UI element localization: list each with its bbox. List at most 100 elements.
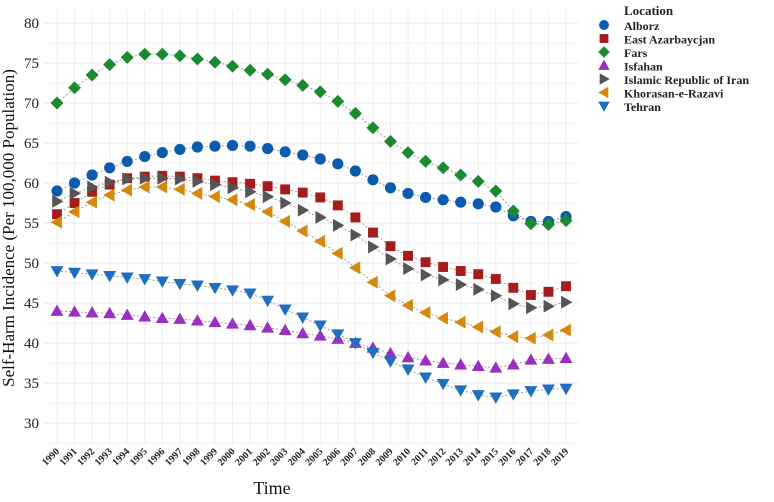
x-tick-label: 2003	[268, 446, 290, 468]
data-point	[332, 218, 345, 232]
data-point	[50, 266, 64, 278]
x-axis-ticks: 1990199119921993199419951996199719981999…	[40, 446, 571, 468]
data-point	[68, 205, 80, 219]
x-tick-label: 2010	[391, 446, 413, 468]
data-point	[489, 392, 503, 404]
x-tick-label: 1999	[198, 446, 220, 468]
legend-label: Islamic Republic of Iran	[624, 73, 749, 87]
data-point	[173, 182, 185, 196]
data-point	[348, 106, 362, 120]
data-point	[454, 168, 468, 182]
x-tick-label: 1992	[75, 446, 97, 468]
data-point	[297, 203, 310, 217]
data-point	[315, 192, 326, 203]
series-khorasan-e-razavi	[50, 180, 571, 345]
data-point	[103, 270, 117, 283]
data-point	[191, 141, 203, 153]
data-point	[227, 181, 239, 195]
series-alborz	[51, 139, 572, 227]
data-point	[245, 185, 257, 199]
data-point	[261, 295, 275, 308]
x-tick-label: 2008	[356, 446, 378, 468]
data-point	[471, 390, 485, 402]
data-point	[508, 297, 520, 311]
data-point	[506, 389, 520, 401]
data-point	[87, 186, 98, 197]
data-point	[261, 205, 273, 219]
x-tick-label: 2013	[444, 446, 466, 468]
series-group	[50, 47, 573, 404]
data-point	[331, 329, 345, 341]
data-point	[332, 200, 343, 211]
x-tick-label: 2005	[303, 446, 325, 468]
data-point	[366, 347, 380, 360]
data-point	[120, 183, 133, 197]
data-point	[541, 384, 555, 396]
data-point	[471, 174, 485, 188]
data-point	[454, 315, 466, 329]
plot-background	[44, 10, 578, 445]
data-point	[526, 301, 538, 315]
data-point	[454, 385, 468, 397]
data-point	[156, 147, 168, 159]
data-point	[541, 218, 555, 232]
data-point	[190, 52, 204, 66]
data-point	[471, 320, 484, 334]
y-tick-label: 60	[24, 176, 39, 192]
data-point	[173, 312, 187, 324]
data-point	[155, 180, 168, 194]
data-point	[384, 134, 397, 148]
data-point	[297, 149, 309, 161]
data-point	[138, 180, 150, 194]
x-axis-title: Time	[253, 478, 290, 498]
data-point	[401, 350, 415, 363]
data-point	[280, 196, 292, 210]
data-point	[506, 330, 519, 344]
data-point	[155, 47, 169, 61]
data-point	[331, 94, 345, 108]
data-point	[403, 262, 415, 276]
data-point	[419, 372, 433, 384]
data-point	[262, 190, 275, 204]
data-point	[541, 328, 554, 342]
legend-key	[598, 101, 610, 112]
data-point	[561, 295, 573, 309]
data-point	[139, 151, 151, 163]
data-point	[50, 96, 64, 110]
data-point	[368, 240, 380, 254]
data-point	[262, 181, 273, 192]
data-point	[278, 214, 291, 228]
data-point	[297, 187, 308, 198]
y-axis-title: Self-Harm Incidence (Per 100,000 Populat…	[0, 69, 18, 387]
data-point	[403, 250, 413, 261]
data-point	[226, 317, 239, 329]
data-point	[489, 184, 503, 198]
data-point	[278, 73, 292, 87]
data-point	[559, 351, 573, 364]
data-point	[315, 210, 327, 224]
data-point	[122, 172, 134, 186]
data-point	[419, 154, 433, 168]
data-point	[86, 169, 98, 181]
data-point	[51, 185, 63, 197]
x-tick-label: 2011	[409, 446, 431, 468]
data-point	[243, 318, 257, 331]
x-tick-label: 2016	[497, 446, 519, 468]
data-point	[68, 267, 82, 280]
data-point	[85, 68, 99, 82]
data-point	[438, 273, 450, 287]
data-point	[524, 353, 538, 365]
data-point	[401, 364, 415, 376]
data-point	[190, 314, 204, 326]
data-point	[278, 304, 292, 316]
data-point	[472, 198, 484, 210]
y-tick-label: 80	[24, 16, 39, 32]
legend-label: East Azarbaycjan	[624, 33, 715, 47]
data-point	[120, 272, 134, 284]
data-point	[245, 178, 256, 189]
data-point	[296, 326, 310, 339]
data-point	[192, 174, 204, 188]
data-point	[227, 177, 238, 188]
